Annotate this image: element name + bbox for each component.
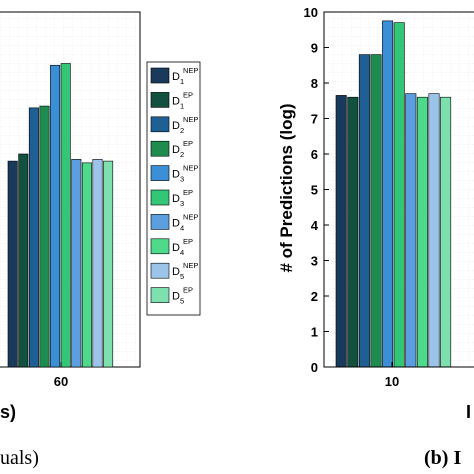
left-caption-fragment: uals) (0, 447, 39, 469)
legend-item: D 3 EP (150, 188, 193, 208)
right-plot-frame (323, 11, 474, 368)
legend-label-sub: 4 (180, 223, 184, 232)
left-bar-8 (81, 162, 92, 368)
right-bar-5 (382, 20, 394, 368)
legend-label: D (172, 291, 180, 303)
legend-label-sup: NEP (183, 164, 198, 173)
right-y-tick-label: 1 (311, 325, 318, 340)
legend-label: D (172, 120, 180, 132)
right-caption-fragment: (b) I (424, 447, 461, 469)
legend-swatch (150, 262, 170, 279)
left-bar-5 (50, 64, 61, 368)
left-bar-4 (39, 105, 50, 368)
legend-item: D 1 NEP (150, 66, 198, 86)
left-bars (7, 63, 114, 368)
right-bar-3 (358, 54, 370, 368)
right-y-tick-label: 2 (311, 289, 318, 304)
legend-label-sub: 4 (180, 248, 184, 257)
left-bar-3 (28, 107, 39, 368)
right-chart: 0 1 2 3 4 5 6 7 8 9 10 10 # of Predictions (log) I… (277, 5, 474, 469)
legend-item: D 3 NEP (150, 164, 198, 184)
left-bar-6 (60, 63, 71, 368)
legend-label: D (172, 71, 180, 83)
legend-label-sup: EP (183, 139, 193, 148)
legend-label: D (172, 217, 180, 229)
legend-label-sub: 1 (180, 101, 184, 110)
left-x-tick-label: 60 (54, 374, 68, 389)
left-bar-9 (92, 159, 103, 368)
right-y-tick-label: 6 (311, 147, 318, 162)
right-y-tick-label: 8 (311, 76, 318, 91)
legend-item: D 4 EP (150, 237, 193, 257)
legend-label-sup: NEP (183, 261, 198, 270)
right-y-tick-label: 10 (304, 5, 318, 20)
legend-label-sup: NEP (183, 212, 198, 221)
legend-item: D 2 NEP (150, 115, 198, 135)
legend-label-sup: NEP (183, 115, 198, 124)
left-bar-1 (7, 160, 18, 368)
right-bar-1 (335, 95, 347, 368)
right-bar-10 (440, 96, 452, 368)
legend-label-sub: 5 (180, 297, 184, 306)
right-bar-2 (347, 96, 359, 368)
legend-label-sub: 3 (180, 199, 184, 208)
legend-swatch (150, 92, 170, 108)
legend-swatch (150, 287, 170, 303)
legend-label: D (172, 95, 180, 107)
legend-swatch (150, 189, 170, 206)
legend-label: D (172, 193, 180, 205)
right-y-axis: 0 1 2 3 4 5 6 7 8 9 10 (304, 5, 329, 375)
right-y-tick-label: 5 (311, 183, 318, 198)
legend-label-sub: 2 (180, 150, 184, 159)
left-bar-10 (103, 160, 114, 368)
legend-swatch (150, 165, 170, 181)
legend-item: D 5 EP (150, 286, 193, 306)
legend-label-sup: EP (183, 286, 193, 295)
legend-swatch (150, 116, 170, 133)
legend-label-sup: EP (183, 188, 193, 197)
right-y-tick-label: 9 (311, 41, 318, 56)
right-y-tick-label: 0 (311, 360, 318, 375)
legend-item: D 4 NEP (150, 212, 198, 232)
right-x-tick-label: 10 (385, 374, 399, 389)
right-bar-6 (393, 22, 405, 368)
legend-label-sub: 3 (180, 175, 184, 184)
right-ylabel: # of Predictions (log) (277, 103, 296, 272)
left-xlabel-fragment: s) (0, 402, 16, 422)
legend-item: D 1 EP (150, 90, 193, 110)
legend-label-sup: NEP (183, 66, 198, 75)
legend-swatch (150, 238, 170, 255)
left-bar-7 (71, 159, 82, 368)
right-xlabel-fragment: I (466, 402, 471, 422)
right-bar-7 (405, 93, 417, 368)
legend-item: D 2 EP (150, 139, 193, 159)
right-y-tick-label: 3 (311, 254, 318, 269)
legend-swatch (150, 140, 170, 157)
right-y-tick-label: 7 (311, 112, 318, 127)
legend-swatch (150, 67, 170, 84)
legend-label-sup: EP (183, 90, 193, 99)
legend-label-sub: 1 (180, 77, 184, 86)
right-y-tick-label: 4 (311, 218, 319, 233)
legend-label: D (172, 144, 180, 156)
legend-label: D (172, 169, 180, 181)
legend-swatch (150, 214, 170, 230)
right-bar-9 (428, 93, 440, 368)
legend-label-sub: 5 (180, 272, 184, 281)
legend-item: D 5 NEP (150, 261, 198, 281)
right-bar-8 (416, 96, 428, 368)
legend-label-sub: 2 (180, 126, 184, 135)
legend-label-sup: EP (183, 237, 193, 246)
legend-label: D (172, 266, 180, 278)
left-bar-2 (18, 153, 29, 368)
legend-label: D (172, 242, 180, 254)
right-bar-4 (370, 54, 382, 368)
